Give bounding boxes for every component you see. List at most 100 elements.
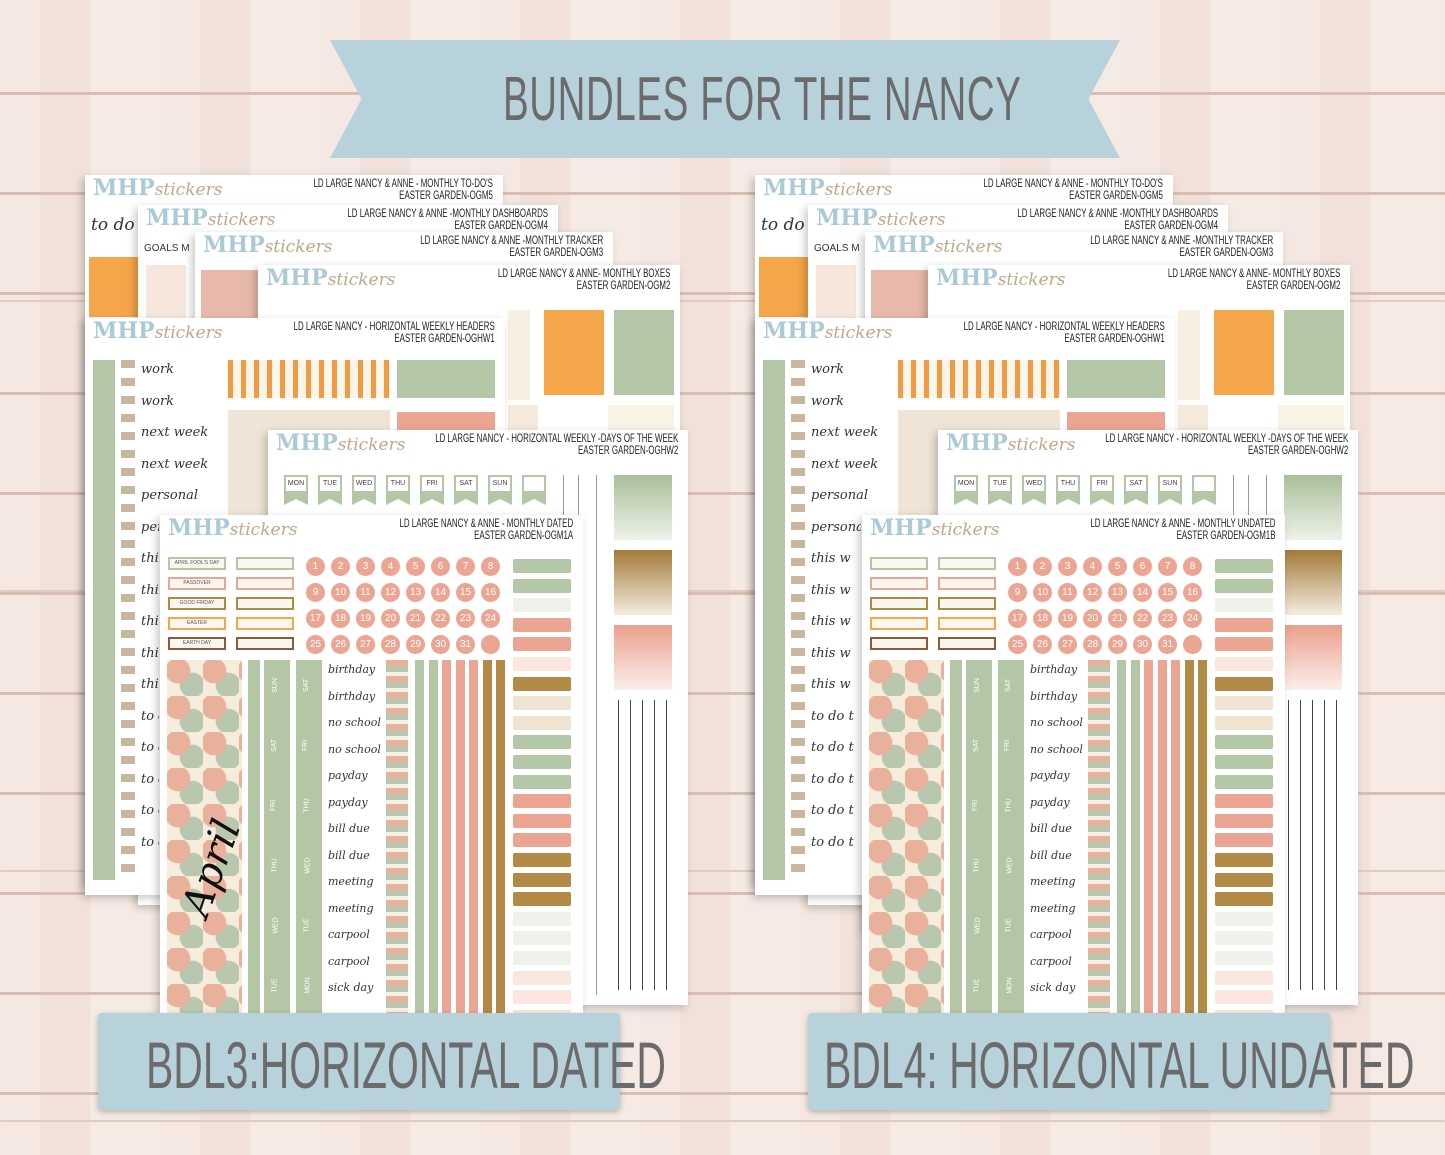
date-circle: 1	[1008, 557, 1027, 576]
date-circle: 17	[306, 609, 325, 628]
date-circle: 9	[1008, 583, 1027, 602]
day-flag: SAT	[454, 475, 478, 505]
tab-sticker	[1215, 676, 1273, 691]
sheet-header: LD LARGE NANCY & ANNE -MONTHLY DASHBOARD…	[347, 207, 548, 231]
peach-gradient-box	[614, 625, 672, 690]
logo-script: stickers	[1007, 435, 1076, 455]
sheet-title: LD LARGE NANCY & ANNE -MONTHLY DASHBOARD…	[1017, 206, 1218, 220]
header-word: work	[811, 393, 845, 409]
sheet-header: LD LARGE NANCY & ANNE - MONTHLY UNDATED E…	[1090, 517, 1275, 541]
logo-script: stickers	[824, 323, 893, 343]
bundle-label-dated: BDL3:HORIZONTAL DATED	[98, 1013, 666, 1110]
day-flag-label	[1194, 477, 1214, 491]
wood-grain	[0, 300, 1445, 302]
event-word: meeting	[328, 875, 374, 888]
event-word: carpool	[328, 928, 370, 941]
bundle-label-text: BDL3:HORIZONTAL DATED	[146, 1028, 666, 1102]
day-flag: MON	[284, 475, 308, 505]
header-word-slot: work	[141, 394, 225, 414]
strip-day-label: SAT	[303, 678, 311, 693]
header-word: this w	[141, 582, 159, 598]
event-word: bill due	[1030, 848, 1072, 862]
title-banner	[330, 40, 1120, 158]
header-word: to do t	[141, 771, 159, 787]
tab-sticker	[513, 853, 571, 867]
strip-day-label: WED	[304, 857, 312, 874]
strip-day-label: TUE	[1005, 918, 1013, 933]
sheet-title: LD LARGE NANCY & ANNE- MONTHLY BOXES	[1167, 266, 1340, 280]
date-circle: 21	[1108, 609, 1127, 628]
date-circle: 4	[381, 557, 400, 576]
tab-sticker	[1215, 774, 1273, 789]
day-flag	[1192, 475, 1216, 505]
tab-sticker	[1215, 931, 1273, 946]
arrow-line	[1312, 700, 1313, 990]
date-circle: 19	[356, 609, 375, 628]
header-word: to do t	[811, 740, 854, 755]
date-circle: 7	[456, 557, 475, 576]
sage-gradient-box	[614, 475, 672, 540]
sheet-code: EASTER GARDEN-OGM5	[1069, 188, 1163, 202]
tab-sticker	[513, 617, 571, 632]
header-word-slot: this w	[141, 677, 159, 697]
sheet-title: LD LARGE NANCY & ANNE -MONTHLY TRACKER	[1090, 233, 1273, 247]
day-flag-label: SUN	[490, 477, 510, 491]
header-word-slot: work	[811, 394, 895, 414]
logo-script: stickers	[264, 237, 333, 257]
sage-header-box	[397, 360, 495, 398]
day-flag-label: TUE	[320, 477, 340, 491]
event-word: carpool	[328, 954, 370, 968]
date-circle: 27	[1058, 635, 1077, 654]
arrow-line	[618, 700, 619, 990]
header-word: this w	[141, 551, 159, 566]
sheet-code: EASTER GARDEN-OGHW2	[1247, 443, 1348, 457]
todo-label: to do	[91, 215, 135, 235]
tab-sticker	[513, 735, 571, 750]
sheet-header: LD LARGE NANCY & ANNE- MONTHLY BOXES EAST…	[1167, 267, 1340, 291]
logo: MHPstickers	[168, 515, 298, 541]
peach-gradient-box	[1284, 625, 1342, 690]
sheet-code: EASTER GARDEN-OGM2	[1246, 278, 1340, 292]
header-word-slot: to do t	[811, 772, 861, 792]
date-circle: 11	[356, 583, 375, 602]
date-circle: 23	[1158, 609, 1177, 628]
day-flag: TUE	[988, 475, 1012, 505]
event-word: payday	[1030, 769, 1070, 782]
event-word: birthday	[1030, 689, 1078, 703]
header-word: next week	[811, 456, 879, 472]
day-flag-label: SUN	[1160, 477, 1180, 491]
washi-stripe	[469, 660, 478, 1015]
strip-day-label: SUN	[973, 678, 981, 693]
goals-label: GOALS M	[814, 243, 860, 254]
date-circle: 29	[1108, 635, 1127, 654]
holiday-box: GOOD FRIDAY	[168, 597, 226, 610]
washi-stripe	[442, 660, 451, 1015]
sheet-header: LD LARGE NANCY - HORIZONTAL WEEKLY -DAYS…	[435, 432, 678, 456]
header-word: to do t	[141, 740, 159, 755]
sheet-title: LD LARGE NANCY - HORIZONTAL WEEKLY -DAYS…	[434, 431, 678, 445]
date-circle: 16	[1183, 583, 1202, 602]
date-circle: 16	[481, 583, 500, 602]
date-circle: 24	[481, 609, 500, 628]
blank-box	[236, 637, 294, 650]
day-strip-1: SUN SAT FRI THU WED TUE	[966, 660, 992, 1015]
strip-day-label: MON	[1006, 977, 1014, 994]
date-circle: 8	[1183, 557, 1202, 576]
header-word: work	[141, 393, 175, 409]
holiday-box	[870, 617, 928, 630]
tab-sticker	[1215, 951, 1273, 965]
event-word: bill due	[328, 822, 370, 835]
tab-sticker	[513, 676, 571, 691]
header-word: personal	[811, 488, 869, 503]
todo-label: to do	[761, 215, 805, 235]
orange-dot-box	[1214, 310, 1274, 395]
header-word-slot: personal	[811, 520, 861, 540]
holiday-box: PASSOVER	[168, 577, 226, 590]
tab-sticker	[513, 990, 571, 1005]
sheet-code: EASTER GARDEN-OGM3	[509, 245, 603, 259]
event-word: bill due	[328, 848, 370, 862]
sheet-code: EASTER GARDEN-OGHW1	[1064, 331, 1165, 345]
logo-script: stickers	[877, 210, 946, 230]
day-strip-2: SAT FRI THU WED TUE MON	[998, 660, 1024, 1015]
washi-stripe	[415, 660, 424, 1015]
